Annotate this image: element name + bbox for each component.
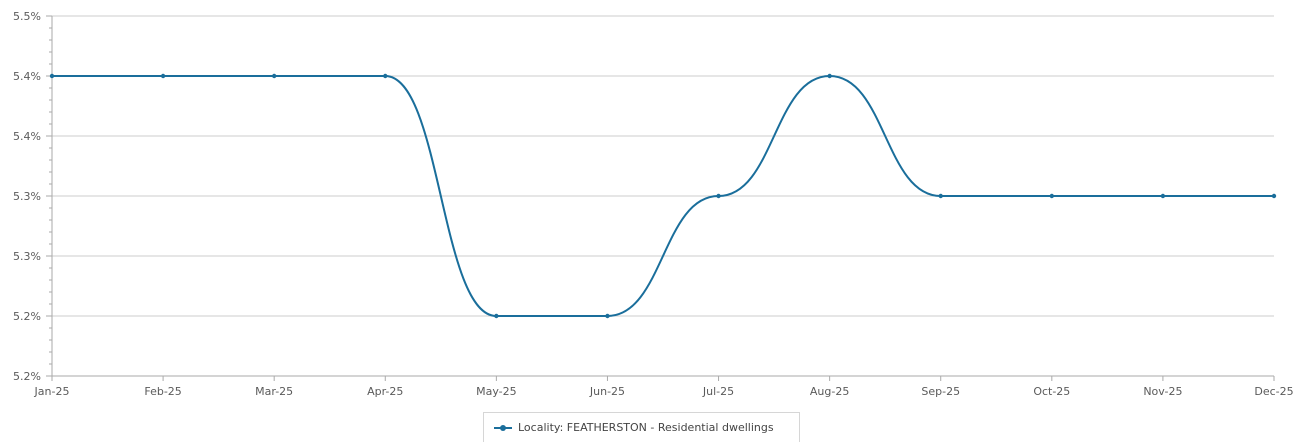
data-point[interactable] — [1161, 194, 1165, 198]
data-point[interactable] — [272, 74, 276, 78]
x-tick-label: Jun-25 — [589, 385, 625, 398]
data-point[interactable] — [605, 314, 609, 318]
x-tick-label: May-25 — [476, 385, 517, 398]
x-tick-label: Dec-25 — [1254, 385, 1293, 398]
data-point[interactable] — [1272, 194, 1276, 198]
x-tick-label: Apr-25 — [367, 385, 403, 398]
data-point[interactable] — [827, 74, 831, 78]
y-tick-label: 5.3% — [13, 250, 41, 263]
x-tick-label: Sep-25 — [921, 385, 960, 398]
x-tick-label: Jul-25 — [702, 385, 734, 398]
data-point[interactable] — [1050, 194, 1054, 198]
data-point[interactable] — [494, 314, 498, 318]
x-tick-label: Mar-25 — [255, 385, 293, 398]
x-tick-labels: Jan-25 Feb-25 Mar-25 Apr-25 May-25 Jun-25 Jul-… — [34, 385, 1294, 398]
data-point[interactable] — [716, 194, 720, 198]
x-tick-label: Feb-25 — [144, 385, 181, 398]
y-tick-labels: 5.5% 5.4% 5.4% 5.3% 5.3% 5.2% 5.2% — [13, 10, 41, 383]
y-tick-label: 5.2% — [13, 370, 41, 383]
data-point[interactable] — [939, 194, 943, 198]
y-tick-label: 5.5% — [13, 10, 41, 23]
x-tick-label: Jan-25 — [34, 385, 70, 398]
y-tick-label: 5.4% — [13, 70, 41, 83]
data-point[interactable] — [50, 74, 54, 78]
y-tick-label: 5.3% — [13, 190, 41, 203]
legend-label: Locality: FEATHERSTON - Residential dwel… — [518, 421, 774, 434]
y-tick-label: 5.2% — [13, 310, 41, 323]
grid — [52, 16, 1274, 316]
axes — [46, 16, 1274, 381]
y-tick-label: 5.4% — [13, 130, 41, 143]
x-tick-label: Oct-25 — [1033, 385, 1070, 398]
data-point[interactable] — [383, 74, 387, 78]
x-tick-label: Aug-25 — [810, 385, 849, 398]
data-point[interactable] — [161, 74, 165, 78]
legend-swatch-icon — [494, 422, 512, 434]
x-tick-label: Nov-25 — [1143, 385, 1182, 398]
